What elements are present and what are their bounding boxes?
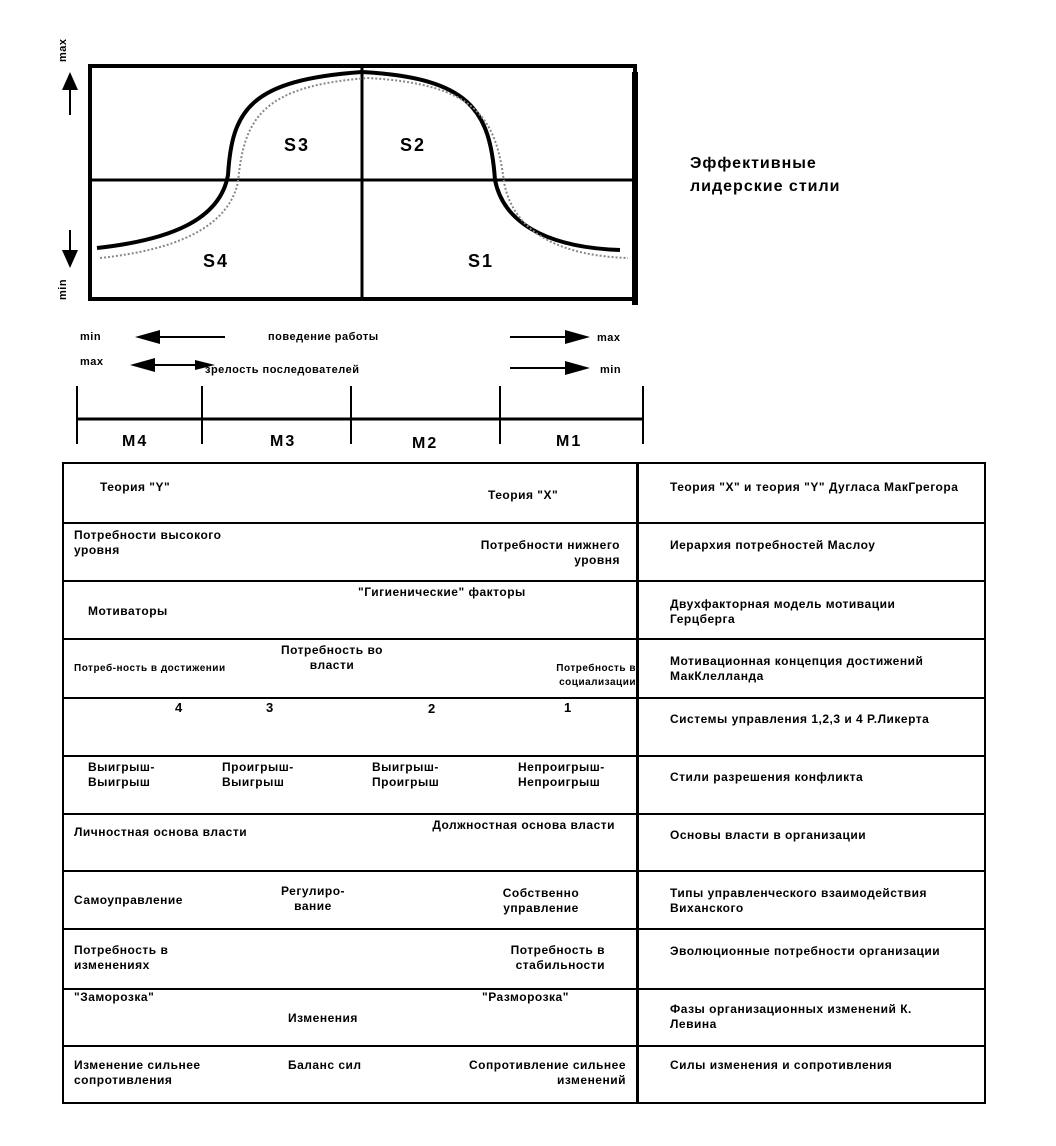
task-behavior-label: поведение работы [268, 331, 379, 343]
theory-name: Мотивационная концепция достижений МакКл… [670, 654, 924, 683]
cell: Выигрыш-Выигрыш [88, 760, 155, 789]
cell: Потреб-ность в достижении [74, 663, 226, 674]
theory-name: Эволюционные потребности организации [670, 944, 941, 958]
quadrant-s2: S2 [400, 135, 427, 155]
theory-name: Силы изменения и сопротивления [670, 1058, 893, 1072]
scale-max: max [80, 356, 104, 368]
theory-name: Теория "X" и теория "Y" Дугласа МакГрего… [670, 480, 959, 494]
maturity-m2: M2 [412, 435, 439, 452]
maturity-m3: M3 [270, 433, 297, 450]
cell: "Гигиенические" факторы [358, 585, 526, 599]
cell: 1 [564, 700, 572, 715]
maturity-m4: M4 [122, 433, 149, 450]
scale-min: min [600, 364, 622, 376]
cell: Теория "X" [488, 488, 559, 502]
diagram-title: Эффективные лидерские стили [690, 155, 841, 195]
quadrant-s3: S3 [284, 135, 311, 155]
cell: Выигрыш-Проигрыш [372, 760, 440, 789]
arrow-right [565, 330, 590, 344]
theory-name: Типы управленческого взаимодействия Виха… [670, 886, 928, 915]
cell: Должностная основа власти [432, 818, 615, 832]
theory-name: Иерархия потребностей Маслоу [670, 538, 876, 552]
scale-max: max [597, 332, 621, 344]
quadrant-s4: S4 [203, 251, 230, 271]
theory-name: Основы власти в организации [670, 828, 867, 842]
follower-maturity-label: зрелость последователей [205, 364, 360, 376]
cell: Баланс сил [288, 1058, 362, 1072]
maturity-m1: M1 [556, 433, 583, 450]
cell: Сопротивление сильнее изменений [469, 1058, 626, 1087]
axis-max-label: max [57, 38, 69, 62]
cell: Потребность в социализации [556, 663, 636, 688]
leadership-curve-diagram [62, 64, 644, 444]
cell: Проигрыш-Выигрыш [222, 760, 294, 789]
cell: Потребность в изменениях [74, 943, 169, 972]
cell: Потребность во власти [280, 643, 384, 672]
cell: Теория "Y" [100, 480, 171, 494]
cell: Потребности нижнего уровня [480, 538, 620, 567]
cell: "Заморозка" [74, 990, 155, 1004]
cell: Изменения [288, 1011, 358, 1025]
cell: 3 [266, 700, 274, 715]
shadow-curve [99, 76, 629, 259]
axis-min-label: min [57, 278, 69, 300]
cell: Потребности высокого уровня [74, 528, 222, 557]
arrow-left [135, 330, 160, 344]
cell: Собственно управление [502, 886, 580, 915]
cell: Мотиваторы [88, 604, 168, 618]
cell: 4 [175, 700, 183, 715]
cell: Самоуправление [74, 893, 183, 907]
theory-name: Стили разрешения конфликта [670, 770, 864, 784]
theory-name: Системы управления 1,2,3 и 4 Р.Ликерта [670, 712, 930, 726]
cell: Потребность в стабильности [510, 943, 605, 972]
cell: Изменение сильнее сопротивления [74, 1058, 201, 1087]
theory-name: Фазы организационных изменений К. Левина [670, 1002, 912, 1031]
cell: Регулиро-вание [280, 884, 346, 913]
effective-style-curve [96, 69, 621, 252]
arrow-right [565, 361, 590, 375]
scale-min: min [80, 331, 102, 343]
cell: "Разморозка" [482, 990, 569, 1004]
theory-name: Двухфакторная модель мотивации Герцберга [670, 597, 896, 626]
arrow-left [195, 360, 215, 370]
quadrant-s1: S1 [468, 251, 495, 271]
cell: Личностная основа власти [74, 825, 248, 839]
cell: Непроигрыш-Непроигрыш [518, 760, 605, 789]
cell: 2 [428, 701, 436, 716]
theories-table [62, 462, 986, 1104]
